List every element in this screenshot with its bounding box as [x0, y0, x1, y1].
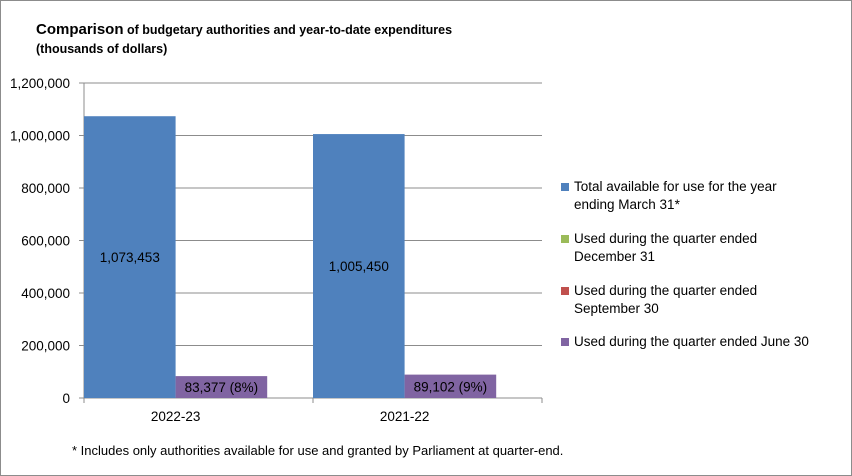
xtick-label-2021-22: 2021-22 [380, 409, 430, 424]
bar-total-available-2022-23 [84, 116, 176, 398]
ytick-label-800000: 800,000 [21, 181, 70, 196]
bar-june-2022-23 [175, 376, 268, 398]
chart-title-main: Comparison [36, 21, 124, 38]
legend-label-september-line2: September 30 [574, 301, 659, 316]
legend-swatch-total-available [561, 183, 569, 191]
ytick-label-200000: 200,000 [21, 339, 70, 354]
legend-label-september-line1: Used during the quarter ended [574, 283, 758, 298]
data-label-total-available-2022-23: 1,073,453 [100, 250, 160, 265]
legend-item-september: Used during the quarter ended September 3… [561, 282, 757, 318]
bar-total-available-2021-22 [313, 134, 405, 398]
legend-label-june-line1: Used during the quarter ended June 30 [574, 334, 809, 349]
legend-label-total-available-line1: Total available for use for the year [574, 179, 777, 194]
legend-swatch-september [561, 287, 569, 295]
ytick-label-600000: 600,000 [21, 234, 70, 249]
chart-title-rest: of budgetary authorities and year-to-dat… [123, 23, 453, 37]
xtick-label-2022-23: 2022-23 [151, 409, 201, 424]
ytick-label-0: 0 [62, 391, 70, 406]
data-label-june-2021-22: 89,102 (9%) [414, 379, 488, 394]
chart-title: Comparison of budgetary authorities and … [36, 20, 452, 40]
legend-item-december: Used during the quarter ended December 31 [561, 230, 757, 266]
chart-subtitle: (thousands of dollars) [36, 42, 168, 56]
ytick-label-1200000: 1,200,000 [10, 76, 70, 91]
data-label-june-2022-23: 83,377 (8%) [185, 380, 259, 395]
legend-swatch-june [561, 338, 569, 346]
ytick-label-400000: 400,000 [21, 286, 70, 301]
legend-item-june: Used during the quarter ended June 30 [561, 333, 809, 351]
legend-label-total-available-line2: ending March 31* [574, 197, 680, 212]
legend-item-total-available: Total available for use for the year endi… [561, 178, 777, 214]
legend-label-december-line1: Used during the quarter ended [574, 231, 758, 246]
bar-june-2021-22 [404, 374, 497, 398]
footnote: * Includes only authorities available fo… [72, 443, 564, 458]
legend-swatch-december [561, 235, 569, 243]
ytick-label-1000000: 1,000,000 [10, 129, 70, 144]
data-label-total-available-2021-22: 1,005,450 [329, 259, 389, 274]
legend-label-december-line2: December 31 [574, 249, 656, 264]
